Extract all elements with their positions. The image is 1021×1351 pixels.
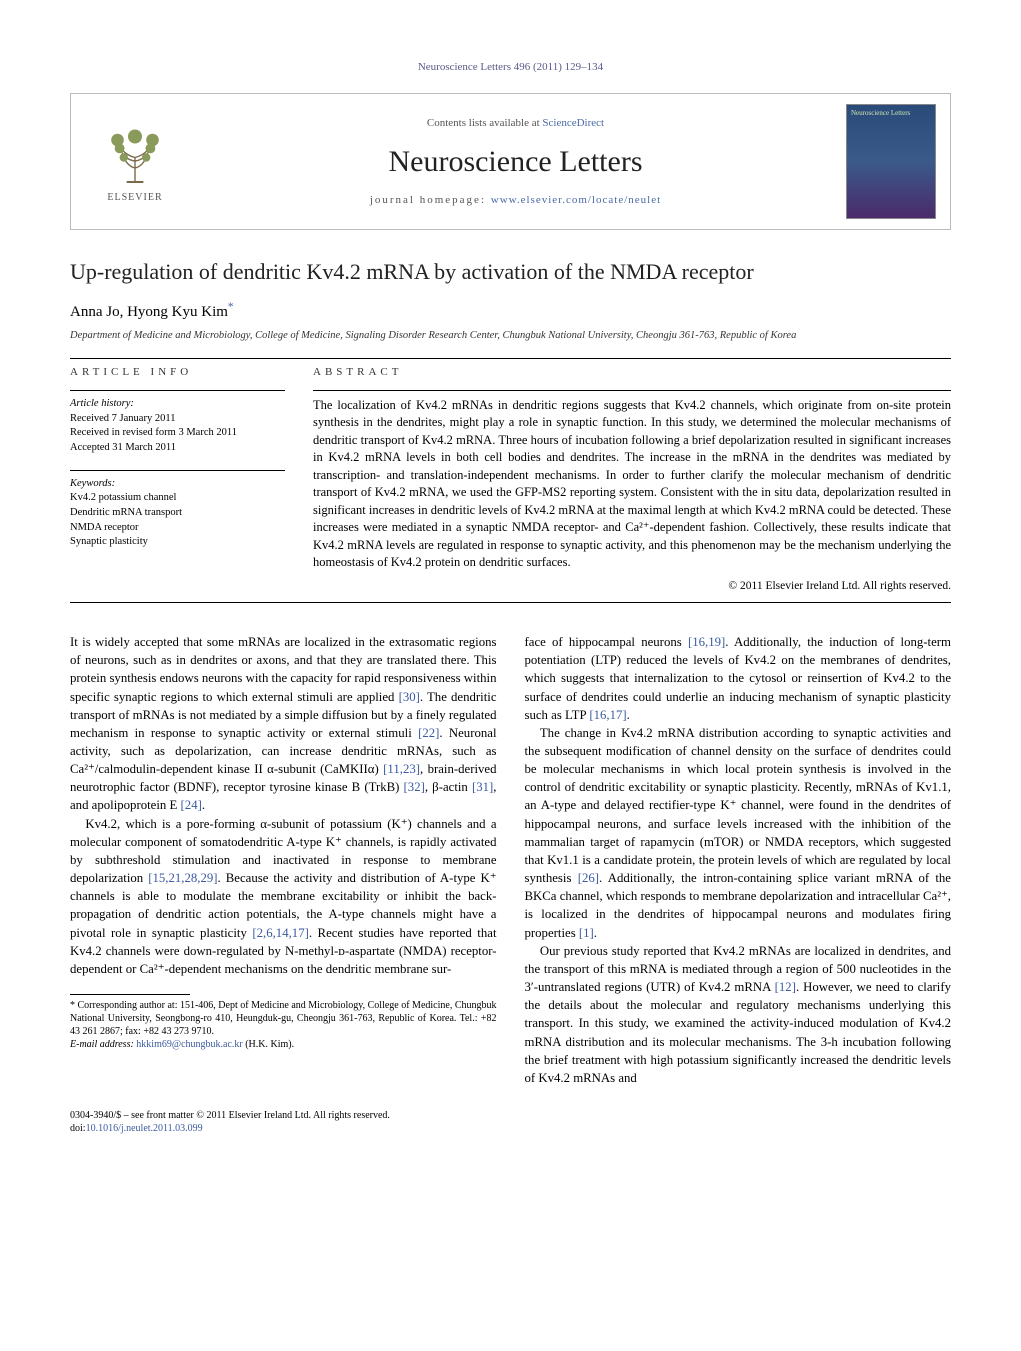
keyword: Kv4.2 potassium channel bbox=[70, 491, 285, 506]
running-head: Neuroscience Letters 496 (2011) 129–134 bbox=[70, 60, 951, 75]
article-info-label: article info bbox=[70, 365, 285, 380]
history-header: Article history: bbox=[70, 397, 285, 412]
journal-header-box: ELSEVIER Contents lists available at Sci… bbox=[70, 93, 951, 230]
email-suffix: (H.K. Kim). bbox=[243, 1039, 294, 1050]
history-line: Accepted 31 March 2011 bbox=[70, 441, 285, 456]
body-paragraph: Kv4.2, which is a pore-forming α-subunit… bbox=[70, 815, 497, 978]
journal-cover-thumb: Neuroscience Letters bbox=[846, 104, 936, 219]
sciencedirect-link[interactable]: ScienceDirect bbox=[542, 117, 604, 129]
doi-label: doi: bbox=[70, 1123, 86, 1134]
abstract-rule bbox=[313, 390, 951, 391]
info-rule-1 bbox=[70, 390, 285, 391]
page-footer: 0304-3940/$ – see front matter © 2011 El… bbox=[70, 1109, 951, 1135]
article-history-block: Article history: Received 7 January 2011… bbox=[70, 397, 285, 456]
abstract-label: abstract bbox=[313, 365, 951, 380]
author-list: Anna Jo, Hyong Kyu Kim* bbox=[70, 300, 951, 323]
email-link[interactable]: hkkim69@chungbuk.ac.kr bbox=[136, 1039, 242, 1050]
publisher-name: ELSEVIER bbox=[107, 191, 162, 205]
rule-top bbox=[70, 358, 951, 359]
journal-header-center: Contents lists available at ScienceDirec… bbox=[185, 116, 846, 209]
abstract-text: The localization of Kv4.2 mRNAs in dendr… bbox=[313, 397, 951, 572]
cover-title: Neuroscience Letters bbox=[851, 109, 931, 119]
rule-bottom bbox=[70, 602, 951, 603]
history-line: Received 7 January 2011 bbox=[70, 412, 285, 427]
corresponding-footnote: * Corresponding author at: 151-406, Dept… bbox=[70, 999, 497, 1051]
homepage-label: journal homepage: bbox=[370, 194, 491, 206]
authors-text: Anna Jo, Hyong Kyu Kim bbox=[70, 304, 228, 320]
body-paragraph: Our previous study reported that Kv4.2 m… bbox=[525, 942, 952, 1087]
footer-doi-line: doi:10.1016/j.neulet.2011.03.099 bbox=[70, 1122, 951, 1135]
cover-image: Neuroscience Letters bbox=[846, 104, 936, 219]
footnote-corr-text: * Corresponding author at: 151-406, Dept… bbox=[70, 999, 497, 1038]
history-line: Received in revised form 3 March 2011 bbox=[70, 426, 285, 441]
footnote-rule bbox=[70, 994, 190, 995]
journal-homepage-link[interactable]: www.elsevier.com/locate/neulet bbox=[491, 194, 661, 206]
affiliation: Department of Medicine and Microbiology,… bbox=[70, 329, 951, 344]
body-paragraph: It is widely accepted that some mRNAs ar… bbox=[70, 633, 497, 815]
abstract-copyright: © 2011 Elsevier Ireland Ltd. All rights … bbox=[313, 578, 951, 594]
footer-copyright: 0304-3940/$ – see front matter © 2011 El… bbox=[70, 1109, 951, 1122]
info-abstract-row: article info Article history: Received 7… bbox=[70, 365, 951, 594]
abstract-column: abstract The localization of Kv4.2 mRNAs… bbox=[313, 365, 951, 594]
doi-link[interactable]: 10.1016/j.neulet.2011.03.099 bbox=[86, 1123, 203, 1134]
keywords-block: Keywords: Kv4.2 potassium channel Dendri… bbox=[70, 477, 285, 550]
keyword: Synaptic plasticity bbox=[70, 535, 285, 550]
keyword: NMDA receptor bbox=[70, 521, 285, 536]
journal-name: Neuroscience Letters bbox=[185, 141, 846, 183]
article-title: Up-regulation of dendritic Kv4.2 mRNA by… bbox=[70, 258, 951, 286]
body-paragraph: face of hippocampal neurons [16,19]. Add… bbox=[525, 633, 952, 724]
keywords-header: Keywords: bbox=[70, 477, 285, 492]
journal-homepage-line: journal homepage: www.elsevier.com/locat… bbox=[185, 193, 846, 208]
contents-prefix: Contents lists available at bbox=[427, 117, 542, 129]
footnote-email-line: E-mail address: hkkim69@chungbuk.ac.kr (… bbox=[70, 1038, 497, 1051]
body-text: It is widely accepted that some mRNAs ar… bbox=[70, 633, 951, 1087]
publisher-logo-block: ELSEVIER bbox=[85, 119, 185, 205]
article-info-column: article info Article history: Received 7… bbox=[70, 365, 285, 594]
info-rule-2 bbox=[70, 470, 285, 471]
elsevier-tree-icon bbox=[100, 119, 170, 189]
body-paragraph: The change in Kv4.2 mRNA distribution ac… bbox=[525, 724, 952, 942]
corresponding-author-mark[interactable]: * bbox=[228, 304, 234, 320]
contents-available-line: Contents lists available at ScienceDirec… bbox=[185, 116, 846, 131]
email-label: E-mail address: bbox=[70, 1039, 136, 1050]
keyword: Dendritic mRNA transport bbox=[70, 506, 285, 521]
